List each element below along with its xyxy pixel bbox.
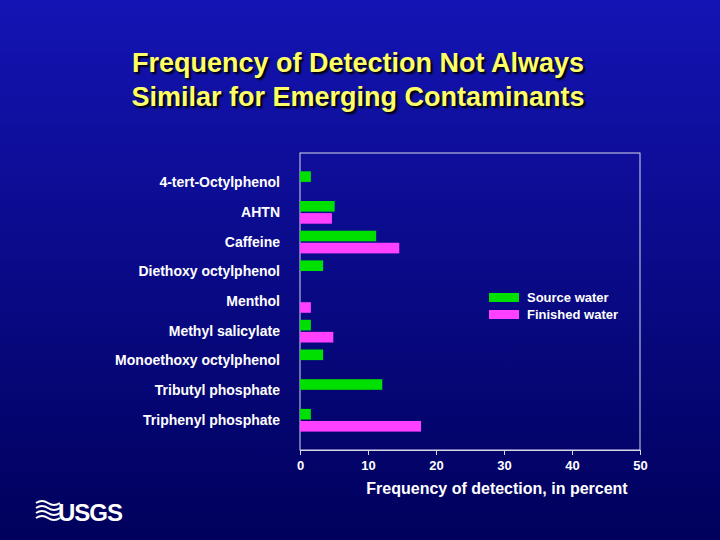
- bar: [300, 350, 323, 361]
- tick: Tributyl phosphate: [155, 382, 280, 398]
- tick-label: 0: [297, 458, 304, 473]
- tick: 0: [297, 450, 304, 473]
- tick-mark: [300, 450, 301, 455]
- logo: USGS: [36, 499, 123, 526]
- logo-wave: [36, 506, 60, 510]
- tick-mark: [504, 450, 505, 455]
- bar: [300, 231, 376, 242]
- bar: [300, 379, 382, 390]
- tick-mark: [572, 450, 573, 455]
- category-label: Monoethoxy octylphenol: [115, 352, 280, 368]
- tick-mark: [368, 450, 369, 455]
- background: [0, 0, 720, 540]
- tick-mark: [436, 450, 437, 455]
- category-label: Triphenyl phosphate: [143, 412, 280, 428]
- bar: [300, 409, 311, 420]
- legend-label: Source water: [527, 290, 609, 305]
- category-label: Menthol: [226, 293, 280, 309]
- bar: [300, 421, 421, 432]
- logo-text: USGS: [58, 499, 123, 526]
- title: Frequency of Detection Not AlwaysSimilar…: [131, 48, 584, 112]
- bar: [300, 302, 311, 313]
- bar: [300, 213, 332, 224]
- tick-label: 10: [361, 458, 375, 473]
- tick: 30: [497, 450, 511, 473]
- bar: [300, 320, 311, 331]
- category-label: Tributyl phosphate: [155, 382, 280, 398]
- category-label: Diethoxy octylphenol: [138, 263, 280, 279]
- tick: Menthol: [226, 293, 280, 309]
- chart: Frequency of Detection Not AlwaysSimilar…: [0, 0, 720, 540]
- x-axis-title: Frequency of detection, in percent: [366, 480, 628, 497]
- tick: 20: [429, 450, 443, 473]
- tick: AHTN: [241, 204, 280, 220]
- category-label: Caffeine: [225, 234, 280, 250]
- bar: [300, 243, 399, 254]
- bars: [300, 171, 421, 431]
- legend: Source water Finished water: [489, 290, 618, 322]
- bar: [300, 260, 323, 271]
- logo-wave: [36, 501, 60, 505]
- tick: Caffeine: [225, 234, 280, 250]
- category-label: 4-tert-Octylphenol: [159, 174, 280, 190]
- y-axis: 4-tert-Octylphenol AHTN Caffeine Diethoxy o…: [115, 174, 280, 428]
- x-axis: 0 10 20 30 40 50: [297, 450, 648, 473]
- tick: 10: [361, 450, 375, 473]
- tick: Triphenyl phosphate: [143, 412, 280, 428]
- tick: Diethoxy octylphenol: [138, 263, 280, 279]
- tick: Monoethoxy octylphenol: [115, 352, 280, 368]
- tick: 4-tert-Octylphenol: [159, 174, 280, 190]
- legend-swatch: [489, 293, 519, 302]
- tick-mark: [640, 450, 641, 455]
- tick-label: 30: [497, 458, 511, 473]
- tick-label: 50: [633, 458, 647, 473]
- logo-wave: [36, 516, 60, 520]
- category-label: AHTN: [241, 204, 280, 220]
- tick: 50: [633, 450, 647, 473]
- legend-swatch: [489, 310, 519, 319]
- legend-label: Finished water: [527, 307, 618, 322]
- logo-wave: [36, 511, 60, 515]
- tick: Methyl salicylate: [169, 323, 280, 339]
- axis-line: [301, 451, 641, 456]
- bar: [300, 171, 311, 182]
- bar: [300, 201, 335, 212]
- tick: 40: [565, 450, 579, 473]
- tick-label: 20: [429, 458, 443, 473]
- category-label: Methyl salicylate: [169, 323, 280, 339]
- tick-label: 40: [565, 458, 579, 473]
- plot-frame: [300, 153, 640, 450]
- bar: [300, 332, 333, 343]
